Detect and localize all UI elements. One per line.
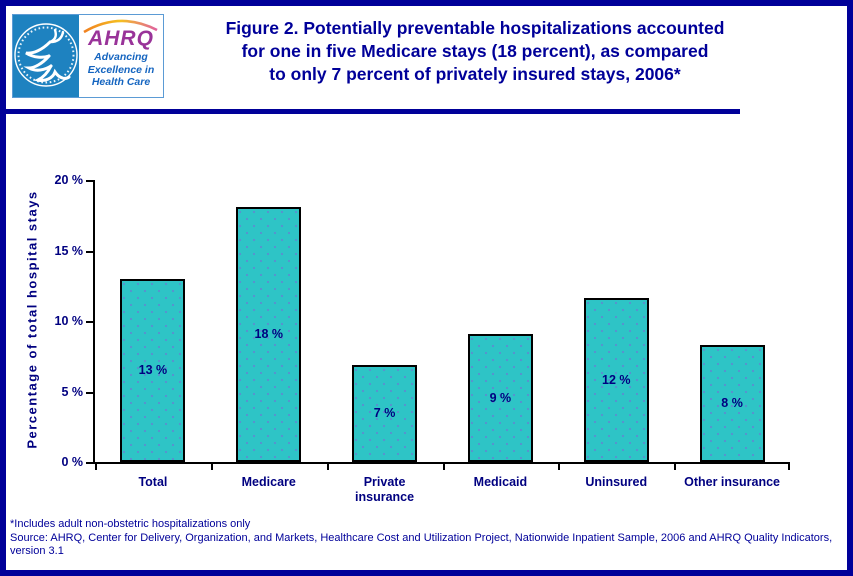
y-tick [86, 250, 93, 253]
ahrq-logo-panel: AHRQ Advancing Excellence in Health Care [79, 15, 163, 97]
x-tick [95, 462, 97, 470]
x-axis-category-line: Medicare [241, 475, 296, 489]
y-tick-label: 0 % [61, 455, 83, 469]
hhs-seal [13, 15, 79, 97]
bar-value-label: 13 % [138, 363, 168, 378]
x-axis-category-line: insurance [355, 490, 415, 504]
x-axis-category-line: Uninsured [585, 475, 648, 489]
bar-uninsured: 12 % [583, 298, 649, 462]
x-axis-category-line: Other insurance [684, 475, 780, 489]
tagline-line: Advancing [94, 51, 148, 63]
y-tick-label: 10 % [54, 314, 84, 328]
x-axis-category-label: Private insurance [327, 475, 443, 505]
bar-chart: Percentage of total hospital stays 0 % 5 … [0, 120, 853, 518]
y-tick-label: 15 % [54, 243, 84, 258]
y-axis-line [93, 180, 95, 464]
ahrq-wordmark: AHRQ [88, 27, 154, 50]
x-axis-category-label: Uninsured [558, 475, 674, 490]
bar-medicare: 18 % [236, 206, 302, 462]
x-axis-category-line: Private [363, 475, 406, 489]
tagline-line: Health Care [91, 76, 151, 88]
x-axis-category-line: Medicaid [473, 475, 528, 489]
x-axis-category-line: Total [138, 475, 168, 489]
footnotes: *Includes adult non-obstetric hospitaliz… [10, 518, 846, 559]
hhs-eagle-icon [14, 23, 78, 87]
rainbow-arc-icon [83, 19, 158, 34]
figure-title-line: to only 7 percent of privately insured s… [269, 64, 681, 84]
bar-other-insurance: 8 % [699, 344, 765, 462]
figure-title-line: for one in five Medicare stays (18 perce… [241, 41, 709, 61]
y-tick [86, 321, 93, 323]
x-tick [442, 462, 445, 470]
y-tick-label: 5 % [61, 384, 83, 399]
bar-private-insurance: 7 % [352, 364, 418, 462]
x-tick [558, 462, 561, 470]
x-axis-category-label: Other insurance [674, 475, 790, 490]
x-axis-category-label: Medicaid [443, 475, 559, 490]
ahrq-hhs-logo: AHRQ Advancing Excellence in Health Care [12, 14, 164, 98]
bar-total: 13 % [120, 278, 186, 462]
bar-value-label: 7 % [373, 406, 396, 421]
source-note: Source: AHRQ, Center for Delivery, Organ… [10, 531, 833, 558]
y-tick [86, 391, 93, 394]
y-tick-label: 20 % [54, 173, 84, 187]
figure-title-line: Figure 2. Potentially preventable hospit… [225, 18, 725, 38]
x-axis-category-label: Medicare [211, 475, 327, 490]
bar-value-label: 12 % [602, 373, 631, 388]
figure-title: Figure 2. Potentially preventable hospit… [170, 17, 780, 86]
bar-medicaid: 9 % [467, 333, 533, 462]
x-axis-category-label: Total [95, 475, 211, 490]
x-axis-line [93, 462, 790, 464]
x-tick [788, 462, 790, 470]
bar-value-label: 18 % [254, 327, 284, 342]
x-tick [326, 462, 329, 470]
y-tick [86, 462, 93, 464]
bar-value-label: 9 % [489, 390, 512, 405]
footnote-asterisk: *Includes adult non-obstetric hospitaliz… [10, 518, 251, 530]
x-tick [674, 462, 677, 470]
x-tick [210, 462, 213, 470]
header-divider [0, 109, 740, 114]
y-tick [86, 180, 93, 182]
tagline-line: Excellence in [87, 63, 155, 76]
bar-value-label: 8 % [721, 396, 743, 411]
ahrq-tagline: Advancing Excellence in Health Care [79, 51, 163, 89]
